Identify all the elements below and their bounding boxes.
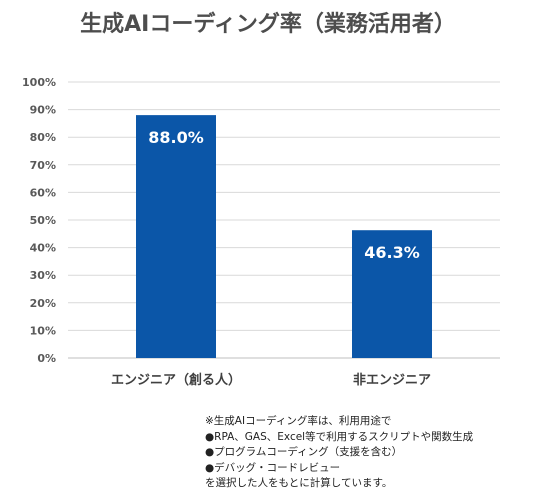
data-label: 46.3% [364, 243, 420, 262]
bars: 88.0% 46.3% [136, 115, 432, 359]
y-tick-label: 80% [30, 131, 56, 144]
chart-title: 生成AIコーディング率（業務活用者） [80, 12, 456, 37]
y-tick-label: 50% [30, 214, 56, 227]
bar-chart: 0% 10% 20% 30% 40% 50% 60% 70% 80% 90% 100% 88.0% 4… [22, 76, 500, 388]
footnote-line: を選択した人をもとに計算しています。 [205, 477, 393, 489]
y-tick-label: 40% [30, 242, 56, 255]
y-tick-label: 30% [30, 269, 56, 282]
y-tick-label: 0% [37, 352, 56, 365]
footnote-line: ●デバッグ・コードレビュー [205, 461, 341, 474]
y-tick-label: 20% [30, 297, 56, 310]
data-label: 88.0% [148, 128, 204, 147]
x-axis-tick-labels: エンジニア（創る人） 非エンジニア [111, 372, 431, 388]
bar [136, 115, 216, 359]
footnote-line: ※生成AIコーディング率は、利用用途で [205, 415, 392, 427]
y-tick-label: 70% [30, 159, 56, 172]
y-tick-label: 100% [22, 76, 56, 89]
gridlines [68, 81, 500, 359]
y-axis-tick-labels: 0% 10% 20% 30% 40% 50% 60% 70% 80% 90% 100% [22, 76, 56, 365]
x-tick-label: エンジニア（創る人） [111, 372, 241, 388]
footnote-line: ●RPA、GAS、Excel等で利用するスクリプトや関数生成 [205, 430, 474, 443]
x-tick-label: 非エンジニア [353, 372, 431, 388]
footnote: ※生成AIコーディング率は、利用用途で ●RPA、GAS、Excel等で利用する… [205, 414, 473, 492]
bar [352, 230, 432, 358]
y-tick-label: 60% [30, 186, 56, 199]
footnote-line: ●プログラムコーディング（支援を含む） [205, 446, 403, 458]
y-tick-label: 90% [30, 104, 56, 117]
y-tick-label: 10% [30, 324, 56, 337]
